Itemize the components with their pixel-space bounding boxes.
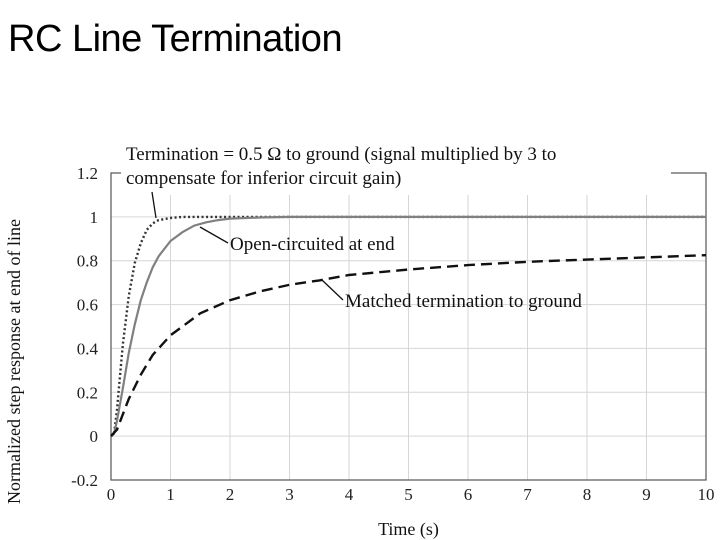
annotation-leader bbox=[199, 226, 229, 244]
annotations: Termination = 0.5 Ω to ground (signal mu… bbox=[121, 139, 671, 312]
series-line-dashed bbox=[110, 254, 707, 437]
y-tick-label: 0.6 bbox=[77, 296, 98, 315]
series-lines bbox=[110, 215, 707, 438]
y-axis-label: Normalized step response at end of line bbox=[4, 219, 24, 504]
x-tick-label: 7 bbox=[523, 485, 532, 504]
x-tick-labels: 0 1 2 3 4 5 6 7 8 9 10 bbox=[107, 485, 715, 504]
series-line-solid bbox=[110, 215, 706, 437]
x-tick-label: 9 bbox=[642, 485, 651, 504]
annotation-text: Matched termination to ground bbox=[345, 291, 582, 312]
annotation-1: Open-circuited at end bbox=[199, 226, 395, 255]
x-tick-label: 4 bbox=[345, 485, 354, 504]
annotation-leader bbox=[321, 279, 344, 301]
x-tick-label: 6 bbox=[464, 485, 473, 504]
annotation-leader bbox=[151, 191, 157, 219]
series-line-dotted bbox=[110, 215, 706, 438]
y-tick-label: 1.2 bbox=[77, 164, 98, 183]
y-tick-label: 0.4 bbox=[77, 339, 99, 358]
y-tick-labels: 1.2 1 0.8 0.6 0.4 0.2 0 -0.2 bbox=[71, 164, 98, 490]
annotation-text: compensate for inferior circuit gain) bbox=[126, 168, 401, 189]
x-tick-label: 0 bbox=[107, 485, 116, 504]
x-tick-label: 3 bbox=[285, 485, 294, 504]
y-tick-label: 0.2 bbox=[77, 383, 98, 402]
y-tick-label: 1 bbox=[90, 208, 99, 227]
slide-title: RC Line Termination bbox=[8, 18, 343, 60]
annotation-0: Termination = 0.5 Ω to ground (signal mu… bbox=[121, 139, 671, 219]
x-tick-label: 8 bbox=[583, 485, 592, 504]
y-tick-label: -0.2 bbox=[71, 471, 98, 490]
x-tick-label: 10 bbox=[698, 485, 715, 504]
x-tick-label: 5 bbox=[404, 485, 413, 504]
annotation-background bbox=[121, 139, 671, 195]
x-tick-label: 2 bbox=[226, 485, 235, 504]
annotation-text: Open-circuited at end bbox=[230, 234, 395, 255]
annotation-text: Termination = 0.5 Ω to ground (signal mu… bbox=[126, 144, 556, 165]
annotation-2: Matched termination to ground bbox=[321, 279, 582, 312]
step-response-chart: 0 1 2 3 4 5 6 7 8 9 10 1.2 1 0.8 0.6 0.4 0.2 0 -0.2 Termi… bbox=[4, 139, 715, 540]
grid-lines bbox=[110, 172, 707, 481]
y-tick-label: 0 bbox=[90, 427, 99, 446]
x-axis-label: Time (s) bbox=[378, 519, 439, 540]
x-tick-label: 1 bbox=[166, 485, 175, 504]
y-tick-label: 0.8 bbox=[77, 252, 98, 271]
